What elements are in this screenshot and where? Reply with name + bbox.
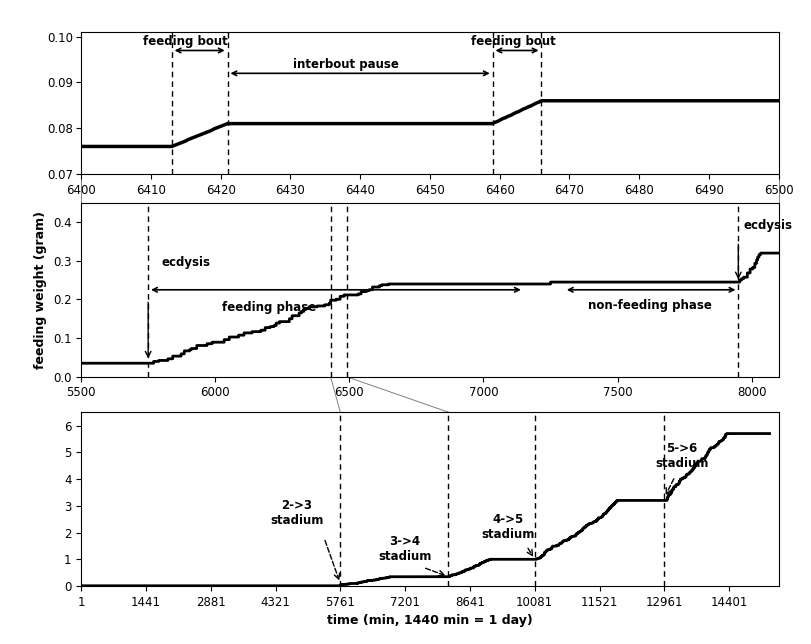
Y-axis label: feeding weight (gram): feeding weight (gram) — [34, 211, 47, 369]
Text: interbout pause: interbout pause — [294, 58, 399, 71]
Text: 5->6
stadium: 5->6 stadium — [655, 442, 709, 469]
Text: feeding bout: feeding bout — [471, 35, 556, 48]
X-axis label: time (min, 1440 min = 1 day): time (min, 1440 min = 1 day) — [327, 614, 533, 627]
Text: 2->3
stadium: 2->3 stadium — [270, 499, 324, 527]
Text: feeding phase: feeding phase — [221, 301, 316, 314]
Text: non-feeding phase: non-feeding phase — [588, 299, 712, 312]
Text: ecdysis: ecdysis — [161, 256, 211, 269]
Text: 3->4
stadium: 3->4 stadium — [379, 535, 431, 564]
Text: 4->5
stadium: 4->5 stadium — [482, 513, 535, 540]
Text: feeding bout: feeding bout — [144, 35, 228, 48]
Text: ecdysis: ecdysis — [744, 219, 792, 232]
